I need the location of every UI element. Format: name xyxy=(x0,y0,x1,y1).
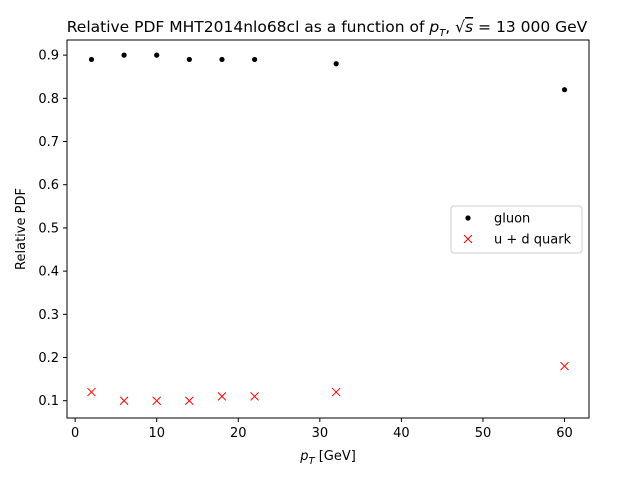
title-energy: = 13 000 GeV xyxy=(473,18,588,36)
quark-point xyxy=(184,396,194,406)
x-axis-label-symbol: p xyxy=(299,449,308,464)
legend: gluon u + d quark xyxy=(450,205,583,254)
x-axis-label-unit: [GeV] xyxy=(315,449,356,464)
quark-point xyxy=(217,392,227,401)
x-tick-label: 40 xyxy=(393,426,410,441)
quark-point xyxy=(87,387,96,397)
plot-area xyxy=(66,39,590,419)
x-axis-ticks: 0 10 20 30 40 50 60 xyxy=(71,418,573,441)
y-tick-label: 0.6 xyxy=(38,178,59,193)
x-tick-label: 50 xyxy=(475,426,492,441)
gluon-point xyxy=(88,56,95,63)
x-tick-label: 30 xyxy=(312,426,329,441)
legend-gluon-marker xyxy=(465,215,471,221)
title-prefix: Relative PDF MHT2014nlo68cl as a functio… xyxy=(67,18,430,36)
gluon-point xyxy=(561,87,568,93)
y-tick-label: 0.3 xyxy=(38,308,59,323)
y-tick-label: 0.9 xyxy=(38,49,59,64)
legend-gluon-label: gluon xyxy=(494,212,530,227)
y-tick-label: 0.2 xyxy=(38,351,59,366)
title-sqrt-var: s xyxy=(465,18,473,36)
title-sqrt-symbol: √ xyxy=(455,18,465,36)
y-axis-label: Relative PDF xyxy=(14,188,29,270)
gluon-point xyxy=(186,56,192,63)
legend-quark-marker xyxy=(463,234,473,244)
quark-point xyxy=(250,392,259,401)
title-separator: , xyxy=(445,18,455,36)
title-pt-symbol: p xyxy=(428,18,439,36)
x-axis-label: pT [GeV] xyxy=(299,449,356,467)
gluon-point xyxy=(251,56,258,63)
x-tick-label: 10 xyxy=(148,426,165,441)
y-tick-label: 0.7 xyxy=(38,135,59,150)
chart-title: Relative PDF MHT2014nlo68cl as a functio… xyxy=(67,18,588,39)
x-tick-label: 60 xyxy=(556,426,573,441)
legend-quark-label: u + d quark xyxy=(494,233,572,248)
title-pt-subscript: T xyxy=(439,28,446,39)
gluon-point xyxy=(154,52,160,58)
x-tick-label: 0 xyxy=(71,426,79,441)
quark-point xyxy=(560,361,569,371)
quark-point xyxy=(331,387,341,397)
x-axis-label-subscript: T xyxy=(308,456,315,467)
y-axis-ticks: 0.1 0.2 0.3 0.4 0.5 0.6 0.7 0.8 0.9 xyxy=(38,49,67,409)
y-tick-label: 0.1 xyxy=(38,394,59,409)
quark-point xyxy=(152,396,162,406)
gluon-point xyxy=(121,52,127,58)
gluon-point xyxy=(219,56,225,63)
legend-box xyxy=(450,205,583,254)
y-tick-label: 0.4 xyxy=(38,265,59,280)
gluon-point xyxy=(333,61,339,67)
x-tick-label: 20 xyxy=(230,426,247,441)
data-marks xyxy=(87,52,569,406)
y-tick-label: 0.5 xyxy=(38,221,59,236)
y-tick-label: 0.8 xyxy=(38,92,59,107)
quark-point xyxy=(119,396,129,406)
